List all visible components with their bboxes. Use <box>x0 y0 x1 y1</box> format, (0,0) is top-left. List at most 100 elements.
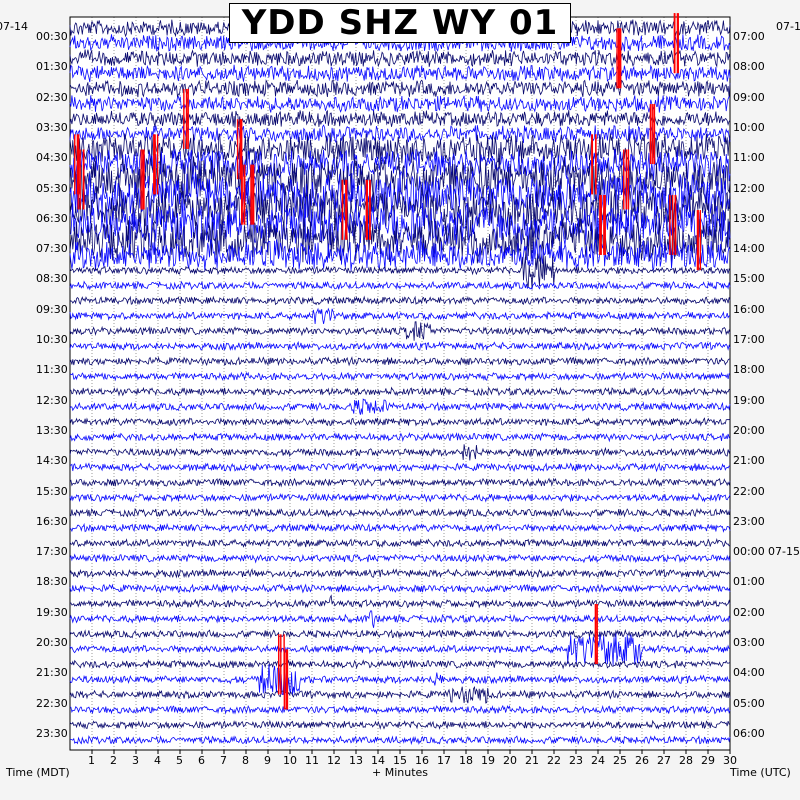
seismic-trace-row <box>69 340 731 352</box>
seismic-trace-row <box>69 610 731 628</box>
seismic-trace-row <box>69 568 731 579</box>
right-time-label: 10:00 <box>733 120 765 134</box>
left-time-label: 06:30 <box>36 211 68 225</box>
right-time-label: 09:00 <box>733 90 765 104</box>
right-time-label: 06:00 <box>733 726 765 740</box>
seismic-trace-row <box>69 202 731 249</box>
left-time-label: 18:30 <box>36 575 68 589</box>
right-time-label: 14:00 <box>733 242 765 256</box>
x-tick-label: 13 <box>349 754 363 767</box>
right-date-change-label: 07-15 <box>768 545 800 559</box>
x-tick-label: 22 <box>547 754 561 767</box>
left-time-label: 23:30 <box>36 726 68 740</box>
x-tick-label: 7 <box>220 754 227 767</box>
seismic-trace-row <box>69 109 731 128</box>
left-time-label: 04:30 <box>36 151 68 165</box>
x-tick-label: 19 <box>481 754 495 767</box>
seismic-trace-row <box>69 664 731 695</box>
left-time-label: 12:30 <box>36 393 68 407</box>
seismic-trace-row <box>69 553 731 564</box>
right-time-label: 16:00 <box>733 302 765 316</box>
seismic-trace-row <box>69 239 731 271</box>
left-time-label: 16:30 <box>36 514 68 528</box>
right-time-label: 01:00 <box>733 575 765 589</box>
x-tick-label: 26 <box>635 754 649 767</box>
seismic-trace-row <box>69 719 731 730</box>
left-time-label: 09:30 <box>36 302 68 316</box>
x-tick-label: 12 <box>327 754 341 767</box>
left-time-label: 00:30 <box>36 30 68 43</box>
x-tick-label: 18 <box>459 754 473 767</box>
seismic-trace-row <box>69 628 731 639</box>
right-time-label: 00:00 <box>733 545 765 559</box>
x-tick-label: 16 <box>415 754 429 767</box>
right-time-label: 02:00 <box>733 605 765 619</box>
left-time-label: 10:30 <box>36 333 68 346</box>
left-time-label: 17:30 <box>36 545 68 559</box>
x-tick-label: 15 <box>393 754 407 767</box>
right-time-label: 05:00 <box>733 696 765 710</box>
left-time-label: 05:30 <box>36 181 68 195</box>
seismic-trace-row <box>69 398 731 415</box>
left-time-label: 01:30 <box>36 60 68 74</box>
chart-title: YDD SHZ WY 01 <box>229 3 571 43</box>
seismic-trace-row <box>69 356 731 367</box>
seismic-trace-row <box>69 633 731 666</box>
seismic-trace-row <box>70 735 731 746</box>
seismic-trace-row <box>69 492 731 503</box>
seismic-trace-row <box>69 477 731 488</box>
left-time-label: 02:30 <box>36 90 68 104</box>
seismic-trace-row <box>69 431 731 443</box>
seismic-trace-row <box>69 583 731 594</box>
right-time-label: 22:00 <box>733 484 765 498</box>
seismic-trace-row <box>69 704 731 715</box>
seismic-trace-row <box>69 462 731 473</box>
x-tick-label: 21 <box>525 754 539 767</box>
seismic-trace-row <box>69 386 731 397</box>
x-tick-label: 9 <box>264 754 271 767</box>
left-time-label: 20:30 <box>36 636 68 649</box>
right-time-label: 11:00 <box>733 151 765 165</box>
right-time-label: 07:00 <box>733 30 765 43</box>
left-time-label: 22:30 <box>36 696 68 710</box>
right-time-label: 03:00 <box>733 636 765 649</box>
x-axis-label: + Minutes <box>372 766 429 779</box>
x-tick-label: 25 <box>613 754 627 767</box>
seismic-trace-row <box>69 444 731 461</box>
x-tick-label: 6 <box>198 754 205 767</box>
right-time-label: 17:00 <box>733 333 765 346</box>
seismic-trace-row <box>69 295 731 306</box>
x-tick-label: 11 <box>305 754 319 767</box>
left-time-label: 11:30 <box>36 363 68 377</box>
seismic-trace-row <box>69 371 731 382</box>
seismic-trace-row <box>69 507 731 518</box>
x-tick-label: 3 <box>132 754 139 767</box>
seismic-trace-row <box>69 307 731 325</box>
x-tick-label: 1 <box>88 754 95 767</box>
left-time-label: 19:30 <box>36 605 68 619</box>
x-tick-label: 4 <box>154 754 161 767</box>
right-time-label: 23:00 <box>733 514 765 528</box>
right-time-label: 12:00 <box>733 181 765 195</box>
x-tick-label: 10 <box>283 754 297 767</box>
left-time-label: 03:30 <box>36 120 68 134</box>
left-time-label: 14:30 <box>36 454 68 468</box>
seismic-trace-row <box>69 659 731 670</box>
x-tick-label: 2 <box>110 754 117 767</box>
seismic-trace-row <box>69 416 731 427</box>
right-time-label: 18:00 <box>733 363 765 377</box>
right-time-label: 08:00 <box>733 60 765 74</box>
seismic-trace-row <box>69 124 731 144</box>
right-time-label: 20:00 <box>733 423 765 437</box>
x-tick-label: 29 <box>701 754 715 767</box>
seismic-trace-row <box>69 522 731 533</box>
seismic-trace-row <box>69 594 731 609</box>
left-time-label: 15:30 <box>36 484 68 498</box>
left-time-label: 13:30 <box>36 423 68 437</box>
seismic-trace-row <box>69 171 731 219</box>
x-tick-label: 5 <box>176 754 183 767</box>
left-time-label: 21:30 <box>36 666 68 680</box>
x-tick-label: 23 <box>569 754 583 767</box>
right-time-label: 04:00 <box>733 666 765 680</box>
